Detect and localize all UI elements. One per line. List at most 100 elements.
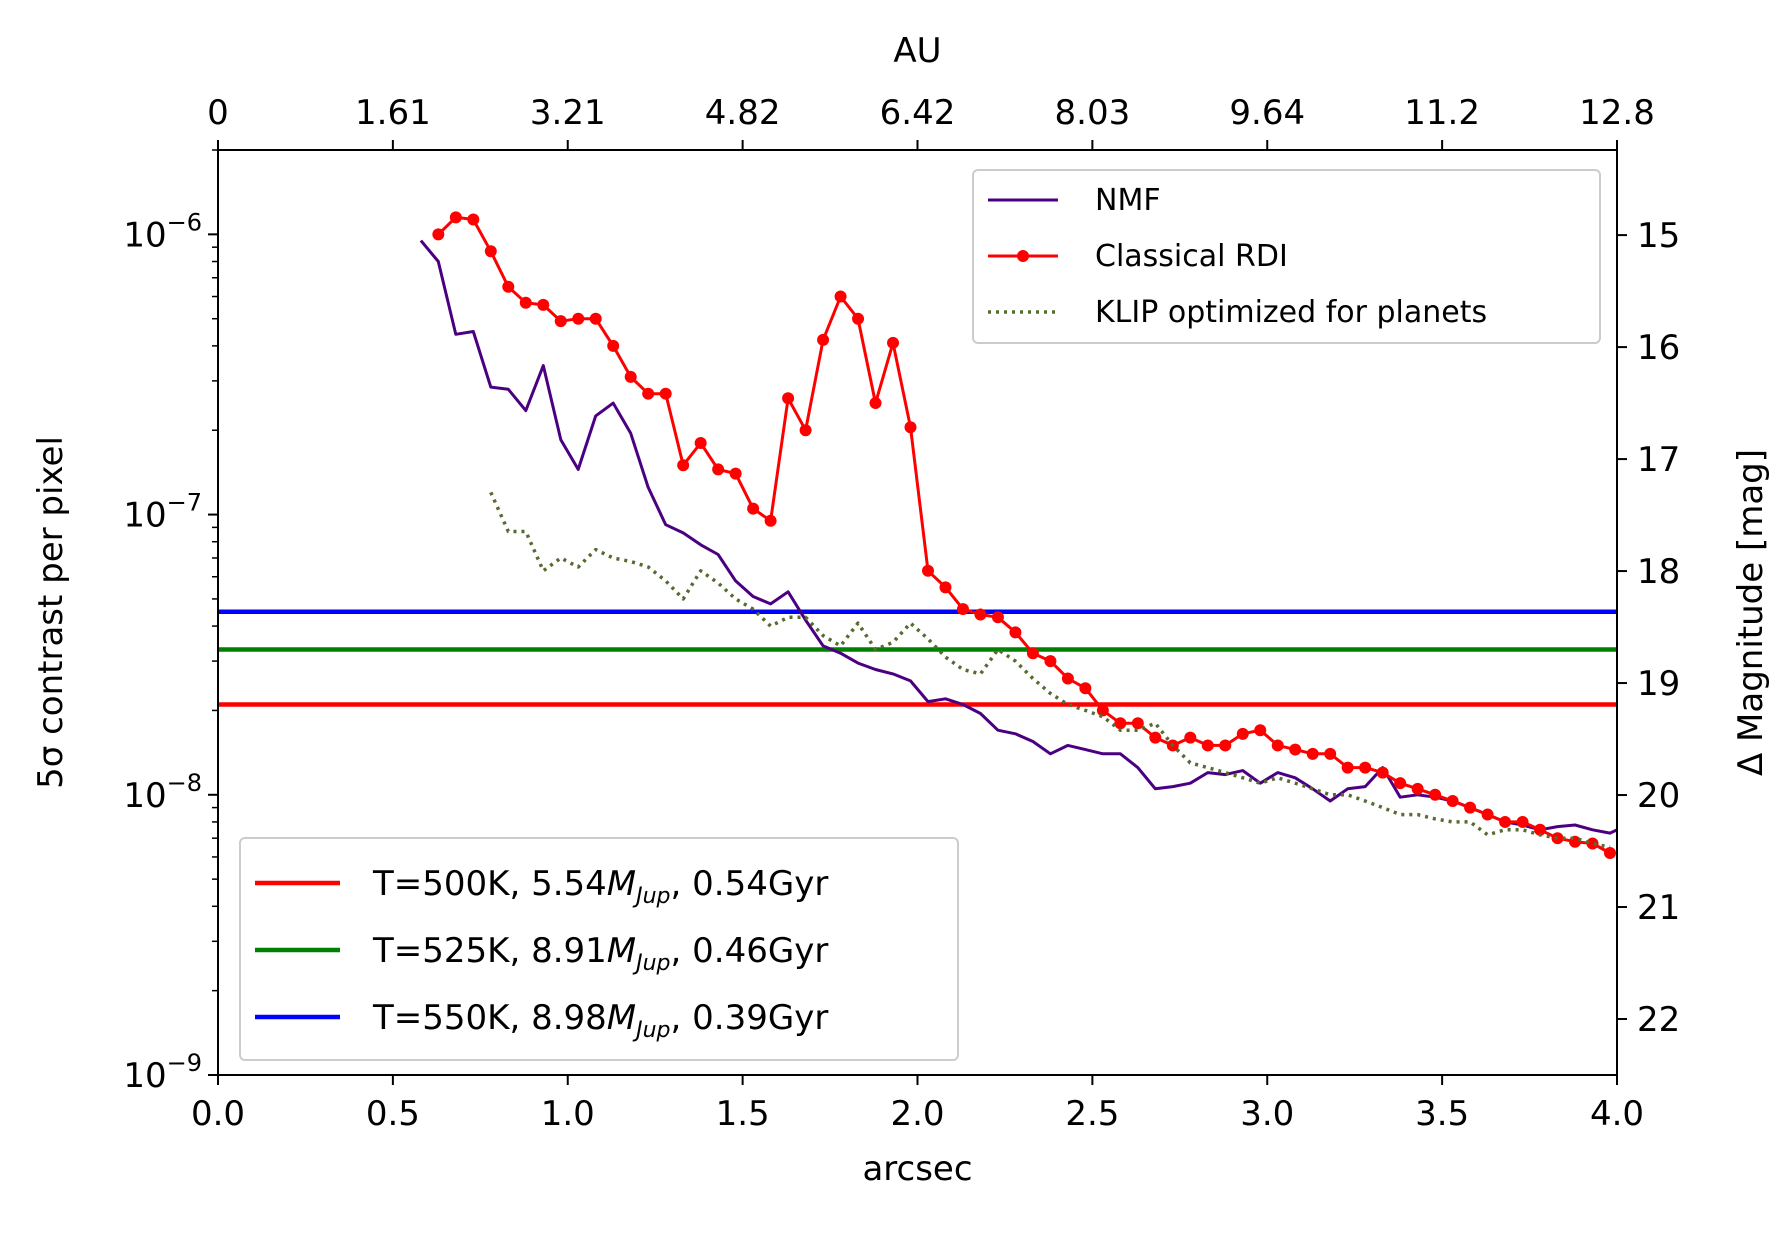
legend-series-marker-1 bbox=[1017, 250, 1029, 262]
series-point-1-63 bbox=[1534, 823, 1547, 836]
legend-series-box bbox=[972, 169, 1601, 344]
series-point-1-59 bbox=[1464, 801, 1477, 814]
series-point-1-22 bbox=[817, 333, 830, 346]
series-point-1-55 bbox=[1394, 777, 1407, 790]
series-point-1-61 bbox=[1499, 815, 1512, 828]
series-point-1-52 bbox=[1341, 761, 1354, 774]
series-point-1-43 bbox=[1184, 731, 1197, 744]
top-tick-label: 12.8 bbox=[1579, 93, 1655, 133]
series-point-1-67 bbox=[1604, 846, 1617, 859]
series-point-1-66 bbox=[1586, 837, 1599, 850]
series-point-1-60 bbox=[1481, 808, 1494, 821]
series-point-1-27 bbox=[904, 421, 917, 434]
series-point-1-12 bbox=[642, 387, 655, 400]
series-point-1-6 bbox=[537, 298, 550, 311]
series-point-1-16 bbox=[712, 463, 725, 476]
x-tick-label: 1.5 bbox=[716, 1094, 770, 1134]
series-point-1-44 bbox=[1201, 739, 1214, 752]
x-tick-label: 3.5 bbox=[1415, 1094, 1469, 1134]
y-tick-base: 10 bbox=[123, 1056, 166, 1096]
x-axis-label: arcsec bbox=[862, 1149, 972, 1189]
axes: 0.0 0.5 1.0 1.5 2.0 2.5 3.0 3.5 4.0 0 1.61 3.21 4.82… bbox=[31, 31, 1771, 1189]
series-point-1-4 bbox=[502, 280, 515, 293]
right-tick-label: 22 bbox=[1637, 1000, 1680, 1040]
series-point-1-17 bbox=[729, 467, 742, 480]
legend-hline-suffix: , 0.46Gyr bbox=[671, 931, 829, 971]
y-tick-exponent: −6 bbox=[167, 208, 202, 236]
series-point-1-48 bbox=[1271, 739, 1284, 752]
series-point-1-19 bbox=[764, 514, 777, 527]
series-line-0 bbox=[419, 239, 1617, 835]
series-point-1-3 bbox=[484, 245, 497, 258]
x-tick-label: 1.0 bbox=[541, 1094, 595, 1134]
series-point-1-10 bbox=[607, 339, 620, 352]
x-tick-label: 2.5 bbox=[1065, 1094, 1119, 1134]
series-point-1-56 bbox=[1411, 782, 1424, 795]
series-point-1-37 bbox=[1079, 682, 1092, 695]
series-point-1-46 bbox=[1236, 727, 1249, 740]
legend-hline-mass-symbol: M bbox=[607, 931, 636, 971]
series-point-1-31 bbox=[974, 608, 987, 621]
series-point-1-18 bbox=[747, 502, 760, 515]
right-tick-label: 17 bbox=[1637, 440, 1680, 480]
series-point-1-45 bbox=[1219, 739, 1232, 752]
y-tick-label: 10−6 bbox=[123, 208, 202, 255]
series-point-1-47 bbox=[1254, 724, 1267, 737]
series-point-1-28 bbox=[921, 564, 934, 577]
x-tick-label: 2.0 bbox=[890, 1094, 944, 1134]
legend-hline-label-1: T=525K, 8.91MJup, 0.46Gyr bbox=[372, 931, 828, 976]
series-point-1-53 bbox=[1359, 761, 1372, 774]
series-point-1-21 bbox=[799, 424, 812, 437]
x-tick-label: 0.0 bbox=[191, 1094, 245, 1134]
series-point-1-40 bbox=[1131, 717, 1144, 730]
x-tick-label: 3.0 bbox=[1240, 1094, 1294, 1134]
legend-hlines-box bbox=[239, 837, 959, 1061]
y-tick-base: 10 bbox=[123, 215, 166, 255]
y-tick-exponent: −8 bbox=[167, 769, 202, 797]
series-point-1-24 bbox=[852, 312, 865, 325]
legend-hline-label-0: T=500K, 5.54MJup, 0.54Gyr bbox=[372, 864, 828, 909]
top-axis-label: AU bbox=[893, 31, 941, 71]
right-tick-label: 20 bbox=[1637, 776, 1680, 816]
series-point-1-62 bbox=[1516, 815, 1529, 828]
legend-hline-prefix: T=525K, 8.91 bbox=[372, 931, 607, 971]
top-tick-label: 0 bbox=[207, 93, 229, 133]
series-point-1-8 bbox=[572, 312, 585, 325]
series-line-2 bbox=[489, 491, 1611, 849]
legend-series-label-0: NMF bbox=[1095, 183, 1161, 218]
series-point-1-5 bbox=[519, 296, 532, 309]
legend-hline-mass-subscript: Jup bbox=[632, 1018, 670, 1043]
top-tick-label: 9.64 bbox=[1229, 93, 1305, 133]
series-point-1-34 bbox=[1026, 647, 1039, 660]
series-point-1-57 bbox=[1429, 788, 1442, 801]
legend-hline-label-2: T=550K, 8.98MJup, 0.39Gyr bbox=[372, 998, 828, 1043]
series-point-1-30 bbox=[956, 603, 969, 616]
legend-series-label-1: Classical RDI bbox=[1095, 239, 1288, 274]
series-point-1-39 bbox=[1114, 717, 1127, 730]
series-point-1-29 bbox=[939, 581, 952, 594]
y-tick-label: 10−9 bbox=[123, 1049, 202, 1096]
right-tick-label: 18 bbox=[1637, 552, 1680, 592]
series-point-1-54 bbox=[1376, 766, 1389, 779]
legend-hline-mass-symbol: M bbox=[607, 998, 636, 1038]
right-tick-label: 15 bbox=[1637, 216, 1680, 256]
series-point-1-33 bbox=[1009, 626, 1022, 639]
y-axis-label: 5σ contrast per pixel bbox=[31, 436, 71, 789]
series-point-1-1 bbox=[449, 211, 462, 224]
y-tick-base: 10 bbox=[123, 496, 166, 536]
series-point-1-49 bbox=[1289, 743, 1302, 756]
series-point-1-51 bbox=[1324, 747, 1337, 760]
series-point-1-2 bbox=[467, 213, 480, 226]
series-point-1-7 bbox=[554, 315, 567, 328]
y-tick-exponent: −9 bbox=[167, 1049, 202, 1077]
series-point-1-25 bbox=[869, 397, 882, 410]
y-tick-exponent: −7 bbox=[167, 489, 202, 517]
series-point-1-11 bbox=[624, 370, 637, 383]
legends: NMF Classical RDI KLIP optimized for plane… bbox=[239, 169, 1601, 1061]
right-tick-label: 21 bbox=[1637, 888, 1680, 928]
legend-hline-prefix: T=550K, 8.98 bbox=[372, 998, 607, 1038]
series-point-1-26 bbox=[887, 336, 900, 349]
y-tick-label: 10−8 bbox=[123, 769, 202, 816]
y-tick-label: 10−7 bbox=[123, 489, 202, 536]
